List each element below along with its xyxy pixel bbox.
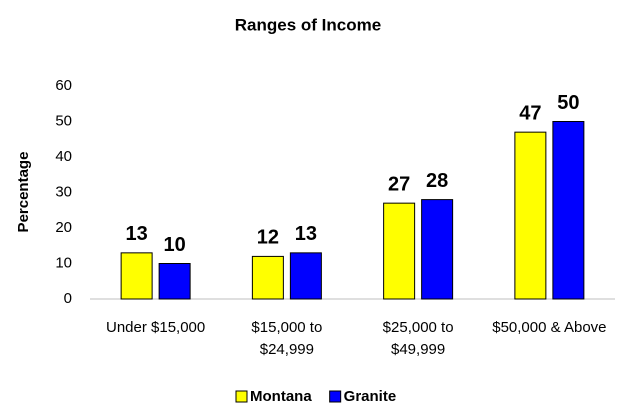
y-tick-label: 10: [55, 254, 72, 271]
data-label: 10: [164, 234, 186, 256]
y-tick-label: 20: [55, 219, 72, 236]
bar: [383, 202, 416, 300]
x-tick-label: $50,000 & Above: [492, 319, 607, 336]
y-tick-label: 50: [55, 112, 72, 129]
legend-swatch: [329, 390, 342, 403]
x-tick-label: Under $15,000: [106, 319, 206, 336]
bar: [289, 252, 322, 300]
chart-title: Ranges of Income: [235, 15, 381, 34]
y-tick-label: 0: [64, 290, 72, 307]
bar: [120, 252, 153, 300]
data-label: 50: [557, 92, 579, 114]
y-tick-label: 30: [55, 183, 72, 200]
y-tick-label: 40: [55, 148, 72, 165]
bar: [158, 263, 191, 300]
data-label: 13: [126, 223, 148, 245]
data-label: 27: [388, 173, 410, 195]
x-tick-label: $15,000 to $24,999: [251, 319, 323, 358]
data-label: 12: [257, 227, 279, 249]
x-tick-label: $25,000 to $49,999: [382, 319, 454, 358]
bar: [552, 121, 585, 300]
y-axis-label: Percentage: [15, 152, 32, 233]
legend-swatch: [235, 390, 248, 403]
bar: [421, 199, 454, 300]
y-tick-label: 60: [55, 77, 72, 94]
data-label: 47: [519, 102, 541, 124]
bar: [514, 131, 547, 300]
bar: [251, 255, 284, 300]
data-label: 13: [295, 223, 317, 245]
legend-label: Montana: [250, 388, 312, 405]
legend-label: Granite: [344, 388, 397, 405]
data-label: 28: [426, 170, 448, 192]
